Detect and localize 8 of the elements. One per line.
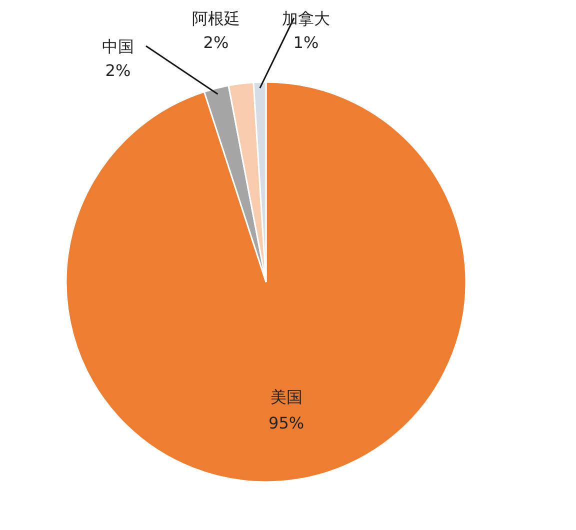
slice-label: 中国 <box>102 37 134 56</box>
data-label: 2% <box>203 33 229 52</box>
slice-label: 阿根廷 <box>192 9 240 28</box>
data-label: 1% <box>293 33 319 52</box>
data-label: 95% <box>268 413 304 432</box>
slice-label: 美国 <box>270 387 302 406</box>
data-label: 2% <box>105 61 131 80</box>
slice-label: 加拿大 <box>282 9 330 28</box>
